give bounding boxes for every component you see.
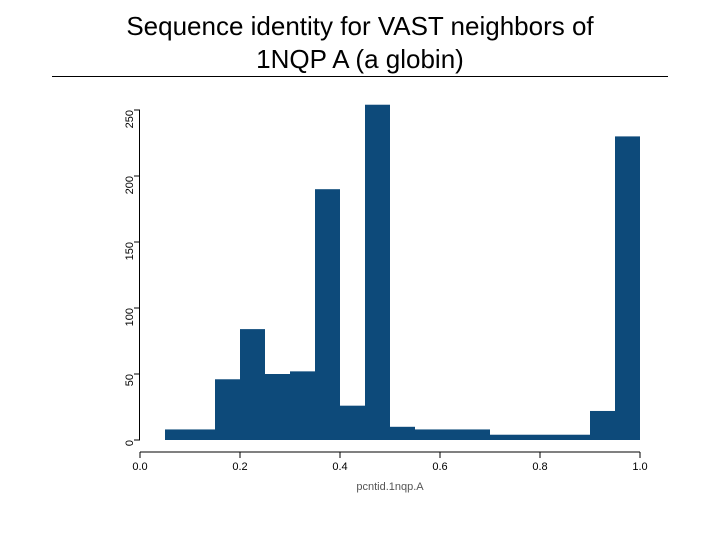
y-tick-label: 150 <box>124 242 136 260</box>
y-tick-label: 0 <box>124 440 136 446</box>
histogram-bar <box>540 435 565 440</box>
chart-title: Sequence identity for VAST neighbors of … <box>50 10 670 75</box>
histogram-bar <box>515 435 540 440</box>
x-tick-label: 1.0 <box>632 461 647 473</box>
histogram-bar <box>415 429 440 440</box>
x-tick-label: 0.8 <box>532 461 547 473</box>
y-tick-label: 100 <box>124 308 136 326</box>
histogram-bar <box>190 429 215 440</box>
histogram-bar <box>590 411 615 440</box>
y-tick-label: 50 <box>124 374 136 386</box>
histogram-bar <box>365 105 390 440</box>
histogram-bar <box>240 329 265 440</box>
histogram-bar <box>340 406 365 440</box>
histogram-bar <box>615 136 640 440</box>
title-line-2: 1NQP A (a globin) <box>256 44 464 74</box>
histogram-bar <box>390 427 415 440</box>
title-underline <box>52 76 668 77</box>
histogram-bar <box>165 429 190 440</box>
chart-svg: 0 50 100 150 200 250 0.0 0.2 0.4 0.6 0.8 1.0 pcntid.… <box>60 100 660 510</box>
x-tick-label: 0.0 <box>132 461 147 473</box>
slide: Sequence identity for VAST neighbors of … <box>0 0 720 540</box>
x-tick-label: 0.4 <box>332 461 347 473</box>
x-tick-label: 0.6 <box>432 461 447 473</box>
histogram-bar <box>465 429 490 440</box>
histogram-bar <box>315 189 340 440</box>
title-line-1: Sequence identity for VAST neighbors of <box>126 11 593 41</box>
histogram-bar <box>565 435 590 440</box>
histogram-bar <box>440 429 465 440</box>
histogram-bar <box>215 379 240 440</box>
histogram-bar <box>290 371 315 440</box>
histogram-bar <box>490 435 515 440</box>
histogram-plot: 0 50 100 150 200 250 0.0 0.2 0.4 0.6 0.8 1.0 pcntid.… <box>60 100 660 510</box>
x-axis-label: pcntid.1nqp.A <box>356 481 424 493</box>
y-tick-label: 250 <box>124 110 136 128</box>
histogram-bar <box>265 374 290 440</box>
x-tick-label: 0.2 <box>232 461 247 473</box>
y-tick-label: 200 <box>124 176 136 194</box>
